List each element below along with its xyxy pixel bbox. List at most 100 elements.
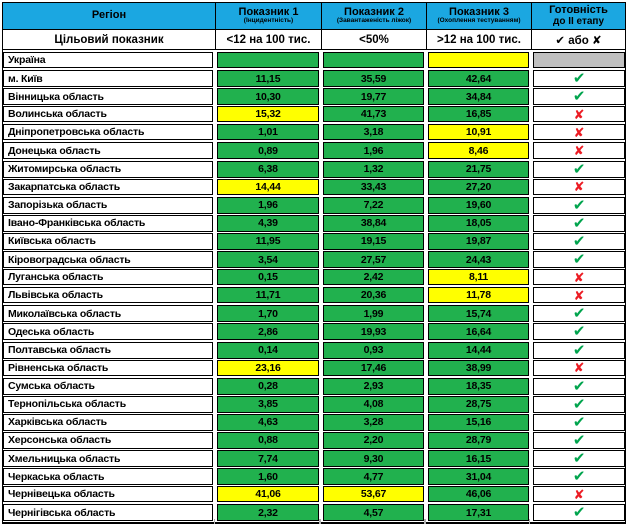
check-icon: ✔ <box>572 341 586 359</box>
indicator3-value-cell: 14,44 <box>428 341 529 359</box>
table-row: м. Київ 11,15 35,59 42,64 ✔ <box>3 70 625 88</box>
indicator3-value-cell: 10,91 <box>428 124 529 141</box>
region-cell: Хмельницька область <box>3 450 213 468</box>
indicator1-value-cell: 3,85 <box>217 395 319 413</box>
table-row: Тернопільська область 3,85 4,08 28,75 ✔ <box>3 395 625 413</box>
indicator3-value-cell: 46,06 <box>428 486 529 503</box>
indicator1-value-cell: 0,14 <box>217 341 319 359</box>
indicator2-value-cell: 7,22 <box>323 196 424 214</box>
cross-icon: ✘ <box>573 269 585 285</box>
indicator2-value-cell: 19,15 <box>323 232 424 250</box>
region-cell: Івано-Франківська область <box>3 214 213 232</box>
indicator3-value-cell: 42,64 <box>428 70 529 88</box>
readiness-status-cell: ✔ <box>533 196 625 214</box>
readiness-status-cell: ✔ <box>533 305 625 323</box>
cross-icon: ✘ <box>573 360 585 376</box>
readiness-status-cell: ✘ <box>533 106 625 123</box>
target-indicator-row: Цільовий показник <12 на 100 тис. <50% >… <box>3 29 625 50</box>
indicator1-value-cell: 14,44 <box>217 178 319 195</box>
cutoff-row <box>2 519 624 524</box>
check-icon: ✔ <box>572 88 586 106</box>
indicator2-value-cell: 17,46 <box>323 359 424 376</box>
readiness-status-cell: ✔ <box>533 377 625 395</box>
region-cell: Закарпатська область <box>3 178 213 195</box>
header-readiness-line1: Готовність <box>549 3 608 16</box>
table-row: Полтавська область 0,14 0,93 14,44 ✔ <box>3 341 625 359</box>
indicator3-value-cell: 34,84 <box>428 88 529 106</box>
indicator3-value-cell: 19,87 <box>428 232 529 250</box>
indicator1-value-cell: 3,54 <box>217 251 319 269</box>
indicator1-value-cell: 15,32 <box>217 106 319 123</box>
target-readiness: ✔ або ✘ <box>531 30 625 49</box>
header-readiness-line2: до ІІ етапу <box>552 15 605 27</box>
region-cell: Львівська область <box>3 287 213 304</box>
indicator2-value-cell: 4,77 <box>323 468 424 486</box>
indicator2-value-cell: 27,57 <box>323 251 424 269</box>
table-header-row: Регіон Показник 1 (Інцидентність) Показн… <box>3 3 625 29</box>
table-row: Рівненська область 23,16 17,46 38,99 ✘ <box>3 359 625 376</box>
indicator3-value-cell: 16,15 <box>428 450 529 468</box>
check-icon: ✔ <box>572 468 586 486</box>
readiness-status-cell: ✔ <box>533 450 625 468</box>
target-indicator1: <12 на 100 тис. <box>215 30 321 49</box>
indicator2-value-cell: 33,43 <box>323 178 424 195</box>
table-row: Україна <box>3 52 625 69</box>
indicator1-value-cell <box>217 52 319 69</box>
indicator1-value-cell: 0,15 <box>217 269 319 286</box>
table-row: Запорізька область 1,96 7,22 19,60 ✔ <box>3 196 625 214</box>
indicator1-value-cell: 4,39 <box>217 214 319 232</box>
indicator2-value-cell: 53,67 <box>323 486 424 503</box>
indicator1-value-cell: 11,15 <box>217 70 319 88</box>
region-cell: Житомирська область <box>3 160 213 178</box>
indicator2-value-cell: 4,57 <box>323 504 424 522</box>
indicator2-value-cell: 19,93 <box>323 323 424 341</box>
readiness-status-cell: ✘ <box>533 359 625 376</box>
readiness-status-cell <box>533 52 625 69</box>
readiness-status-cell: ✔ <box>533 468 625 486</box>
check-icon: ✔ <box>572 214 586 232</box>
readiness-status-cell: ✔ <box>533 341 625 359</box>
table-row: Львівська область 11,71 20,36 11,78 ✘ <box>3 287 625 304</box>
region-cell: Рівненська область <box>3 359 213 376</box>
header-indicator1: Показник 1 (Інцидентність) <box>215 3 321 29</box>
region-cell: Херсонська область <box>3 431 213 449</box>
region-cell: Сумська область <box>3 377 213 395</box>
header-indicator2: Показник 2 (Завантаженість ліжок) <box>321 3 426 29</box>
indicator1-value-cell: 10,30 <box>217 88 319 106</box>
indicator2-value-cell: 3,18 <box>323 124 424 141</box>
region-cell: Вінницька область <box>3 88 213 106</box>
indicator1-value-cell: 1,01 <box>217 124 319 141</box>
indicator1-value-cell: 4,63 <box>217 413 319 431</box>
table-row: Чернівецька область 41,06 53,67 46,06 ✘ <box>3 486 625 503</box>
target-label: Цільовий показник <box>54 33 164 46</box>
table-row: Київська область 11,95 19,15 19,87 ✔ <box>3 232 625 250</box>
indicator2-value-cell: 41,73 <box>323 106 424 123</box>
check-icon: ✔ <box>572 450 586 468</box>
region-cell: Чернівецька область <box>3 486 213 503</box>
region-cell: Донецька область <box>3 142 213 159</box>
table-row: Закарпатська область 14,44 33,43 27,20 ✘ <box>3 178 625 195</box>
table-row: Черкаська область 1,60 4,77 31,04 ✔ <box>3 468 625 486</box>
cross-icon: ✘ <box>573 124 585 140</box>
indicator2-value-cell: 1,96 <box>323 142 424 159</box>
table-row: Волинська область 15,32 41,73 16,85 ✘ <box>3 106 625 123</box>
region-cell: Київська область <box>3 232 213 250</box>
table-row: Кіровоградська область 3,54 27,57 24,43 ✔ <box>3 251 625 269</box>
region-cell: Луганська область <box>3 269 213 286</box>
header-indicator2-title: Показник 2 <box>344 5 404 18</box>
readiness-status-cell: ✔ <box>533 70 625 88</box>
indicator3-value-cell: 16,85 <box>428 106 529 123</box>
table-row: Херсонська область 0,88 2,20 28,79 ✔ <box>3 431 625 449</box>
header-indicator3-subtitle: (Охоплення тестуванням) <box>437 17 521 25</box>
indicator3-value-cell: 8,11 <box>428 269 529 286</box>
cross-icon: ✘ <box>573 287 585 303</box>
indicator3-value-cell: 11,78 <box>428 287 529 304</box>
indicator1-value-cell: 2,86 <box>217 323 319 341</box>
readiness-status-cell: ✔ <box>533 504 625 522</box>
header-indicator2-subtitle: (Завантаженість ліжок) <box>336 17 412 25</box>
indicator1-value-cell: 0,89 <box>217 142 319 159</box>
table-row: Миколаївська область 1,70 1,99 15,74 ✔ <box>3 305 625 323</box>
readiness-status-cell: ✔ <box>533 232 625 250</box>
region-cell: Харківська область <box>3 413 213 431</box>
check-icon: ✔ <box>572 323 586 341</box>
